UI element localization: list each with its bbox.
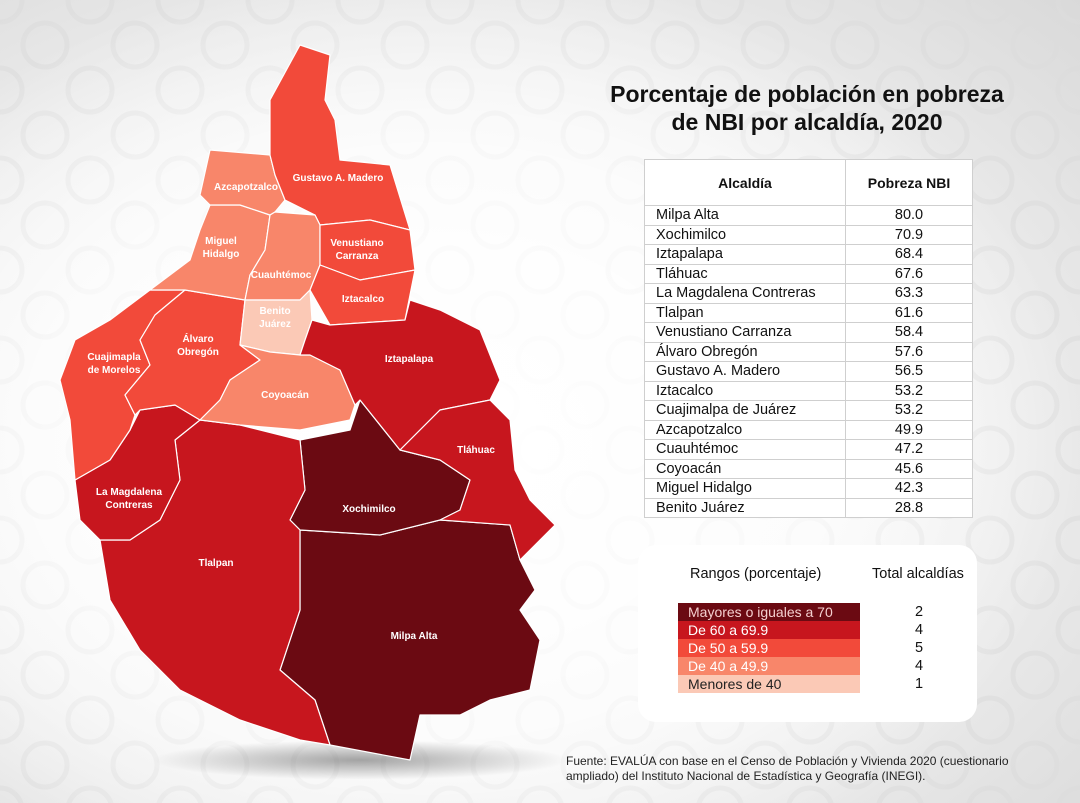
cell-pobreza-nbi: 42.3	[845, 478, 973, 499]
map-label-iztacalco: Iztacalco	[342, 294, 384, 305]
table-row: Miguel Hidalgo 42.3	[644, 478, 973, 499]
table-row: Milpa Alta 80.0	[644, 205, 973, 226]
cell-alcaldia: La Magdalena Contreras	[644, 283, 846, 304]
table-row: Iztapalapa 68.4	[644, 244, 973, 265]
cell-pobreza-nbi: 61.6	[845, 302, 973, 323]
cell-alcaldia: Iztacalco	[644, 380, 846, 401]
cell-alcaldia: Venustiano Carranza	[644, 322, 846, 343]
map-label-tlahuac: Tláhuac	[457, 445, 495, 456]
title-line-1: Porcentaje de población en pobreza	[610, 81, 1004, 107]
cell-pobreza-nbi: 57.6	[845, 341, 973, 362]
table-row: Benito Juárez 28.8	[644, 497, 973, 518]
map-label-cuajimalpa: Cuajimapla de Morelos	[87, 352, 141, 376]
table-row: Venustiano Carranza 58.4	[644, 322, 973, 343]
map-label-iztapalapa: Iztapalapa	[385, 354, 434, 365]
table-row: Álvaro Obregón 57.6	[644, 341, 973, 362]
map-label-miguel-hidalgo: Miguel Hidalgo	[203, 236, 240, 260]
cell-alcaldia: Tlalpan	[644, 302, 846, 323]
data-table-container: Alcaldía Pobreza NBI Milpa Alta 80.0 Xochi…	[644, 159, 973, 518]
data-table: Alcaldía Pobreza NBI Milpa Alta 80.0 Xochi…	[644, 159, 973, 518]
legend-item: Menores de 40 1	[678, 675, 978, 693]
cell-pobreza-nbi: 53.2	[845, 380, 973, 401]
legend-header-total: Total alcaldías	[872, 566, 964, 582]
map-label-milpa-alta: Milpa Alta	[391, 631, 438, 642]
title-line-2: de NBI por alcaldía, 2020	[671, 109, 943, 135]
table-row: Cuauhtémoc 47.2	[644, 439, 973, 460]
map-label-alvaro-obregon: Álvaro Obregón	[177, 332, 219, 358]
table-row: Iztacalco 53.2	[644, 380, 973, 401]
cell-alcaldia: Coyoacán	[644, 458, 846, 479]
map-label-cuauhtemoc: Cuauhtémoc	[251, 270, 312, 281]
map-label-venustiano-carranza: Venustiano Carranza	[330, 238, 383, 262]
cell-pobreza-nbi: 45.6	[845, 458, 973, 479]
cell-pobreza-nbi: 56.5	[845, 361, 973, 382]
source-note: Fuente: EVALÚA con base en el Censo de P…	[566, 754, 1066, 784]
table-row: Xochimilco 70.9	[644, 224, 973, 245]
cell-pobreza-nbi: 68.4	[845, 244, 973, 265]
map-label-benito-juarez: Benito Juárez	[259, 306, 291, 330]
legend-panel: Rangos (porcentaje) Total alcaldías Mayo…	[638, 545, 977, 722]
map-label-azcapotzalco: Azcapotzalco	[214, 182, 278, 193]
cell-alcaldia: Azcapotzalco	[644, 419, 846, 440]
legend-count: 5	[915, 640, 924, 656]
legend-swatch-label: De 60 a 69.9	[678, 621, 860, 639]
legend-swatch-label: Menores de 40	[678, 675, 860, 693]
table-row: Gustavo A. Madero 56.5	[644, 361, 973, 382]
header-pobreza-nbi: Pobreza NBI	[845, 159, 973, 206]
cell-pobreza-nbi: 70.9	[845, 224, 973, 245]
legend-swatch-label: De 40 a 49.9	[678, 657, 860, 675]
map-label-magdalena-contreras: La Magdalena Contreras	[96, 487, 163, 511]
cell-alcaldia: Xochimilco	[644, 224, 846, 245]
cell-pobreza-nbi: 63.3	[845, 283, 973, 304]
legend-item: De 50 a 59.9 5	[678, 639, 978, 657]
legend-item: Mayores o iguales a 70 2	[678, 603, 978, 621]
map-label-coyoacan: Coyoacán	[261, 390, 309, 401]
map-label-gustavo-a-madero: Gustavo A. Madero	[293, 173, 384, 184]
table-row: Coyoacán 45.6	[644, 458, 973, 479]
cell-alcaldia: Milpa Alta	[644, 205, 846, 226]
cell-alcaldia: Benito Juárez	[644, 497, 846, 518]
cell-pobreza-nbi: 53.2	[845, 400, 973, 421]
region-gustavo-a-madero[interactable]	[269, 44, 411, 231]
cell-alcaldia: Cuajimalpa de Juárez	[644, 400, 846, 421]
cell-pobreza-nbi: 80.0	[845, 205, 973, 226]
legend-count: 4	[915, 622, 924, 638]
table-row: La Magdalena Contreras 63.3	[644, 283, 973, 304]
table-header-row: Alcaldía Pobreza NBI	[644, 159, 973, 206]
table-row: Cuajimalpa de Juárez 53.2	[644, 400, 973, 421]
cell-alcaldia: Cuauhtémoc	[644, 439, 846, 460]
table-row: Tláhuac 67.6	[644, 263, 973, 284]
source-line-2: ampliado) del Instituto Nacional de Esta…	[566, 769, 926, 783]
cell-pobreza-nbi: 47.2	[845, 439, 973, 460]
chart-title: Porcentaje de población en pobreza de NB…	[572, 80, 1042, 136]
legend-swatch-label: De 50 a 59.9	[678, 639, 860, 657]
header-alcaldia: Alcaldía	[644, 159, 846, 206]
cell-alcaldia: Álvaro Obregón	[644, 341, 846, 362]
region-tlahuac[interactable]	[399, 399, 556, 561]
cell-alcaldia: Gustavo A. Madero	[644, 361, 846, 382]
legend-count: 2	[915, 604, 924, 620]
cell-pobreza-nbi: 49.9	[845, 419, 973, 440]
cell-alcaldia: Iztapalapa	[644, 244, 846, 265]
cell-pobreza-nbi: 58.4	[845, 322, 973, 343]
legend-item: De 60 a 69.9 4	[678, 621, 978, 639]
legend-count: 4	[915, 658, 924, 674]
cell-alcaldia: Miguel Hidalgo	[644, 478, 846, 499]
map-label-xochimilco: Xochimilco	[342, 504, 395, 515]
source-line-1: Fuente: EVALÚA con base en el Censo de P…	[566, 754, 1009, 768]
legend-swatch-label: Mayores o iguales a 70	[678, 603, 860, 621]
legend-item: De 40 a 49.9 4	[678, 657, 978, 675]
legend-header-ranges: Rangos (porcentaje)	[690, 566, 822, 582]
cell-pobreza-nbi: 67.6	[845, 263, 973, 284]
cell-pobreza-nbi: 28.8	[845, 497, 973, 518]
legend-count: 1	[915, 676, 924, 692]
table-row: Tlalpan 61.6	[644, 302, 973, 323]
cell-alcaldia: Tláhuac	[644, 263, 846, 284]
map-label-tlalpan: Tlalpan	[198, 558, 233, 569]
table-row: Azcapotzalco 49.9	[644, 419, 973, 440]
